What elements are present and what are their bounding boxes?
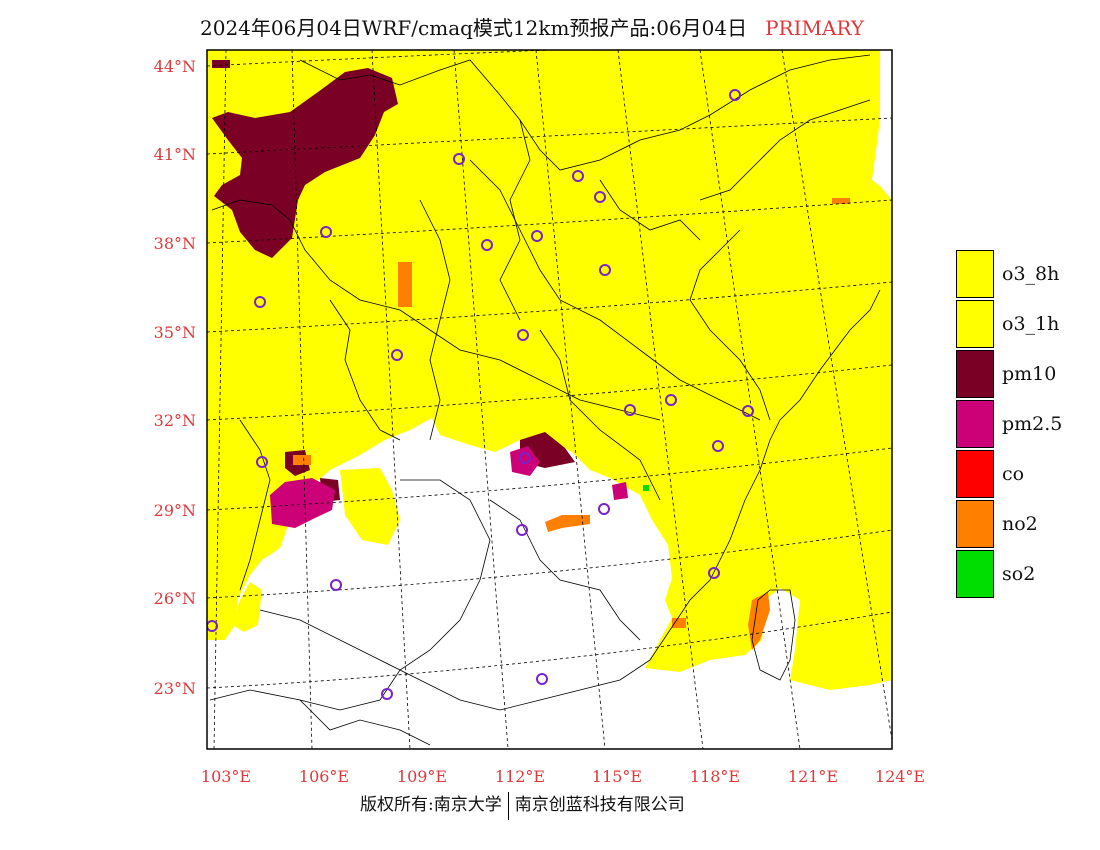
longitude-gridlines [213,50,892,749]
o3-patch [340,468,400,545]
lon-label: 115°E [592,767,642,786]
legend-label: o3_1h [1002,313,1060,335]
lat-label: 26°N [154,589,196,608]
legend-swatch [956,450,994,498]
legend-item: o3_8h [956,249,1096,299]
legend-item: pm2.5 [956,399,1096,449]
pm25-region-sichuan [270,478,335,528]
lat-label: 35°N [154,323,196,342]
no2-region [545,515,590,532]
o3-patch [232,582,262,632]
legend-label: no2 [1002,513,1038,535]
legend-swatch [956,550,994,598]
no2-region-taiwan [748,592,770,650]
map-frame [206,49,893,750]
no2-patch [398,262,412,307]
legend-swatch [956,500,994,548]
longitude-labels: 103°E 106°E 109°E 112°E 115°E 118°E 121°… [201,767,925,786]
latitude-labels: 44°N 41°N 38°N 35°N 32°N 29°N 26°N 23°N [154,57,196,698]
no2-patch [293,455,311,465]
lon-label: 106°E [299,767,349,786]
lon-label: 124°E [875,767,925,786]
so2-patch [643,485,649,491]
footer: 版权所有:南京大学 南京创蓝科技有限公司 [360,790,685,820]
legend-swatch [956,300,994,348]
map-title: 2024年06月04日WRF/cmaq模式12km预报产品:06月04日 PRIM… [200,12,864,41]
lat-label: 32°N [154,411,196,430]
copyright-text: 版权所有:南京大学 [360,795,502,815]
pm10-patch [212,60,230,68]
lat-label: 29°N [154,501,196,520]
legend-item: o3_1h [956,299,1096,349]
lat-label: 38°N [154,234,196,253]
lon-label: 109°E [397,767,447,786]
lat-label: 23°N [154,679,196,698]
legend-swatch [956,400,994,448]
title-text: 2024年06月04日WRF/cmaq模式12km预报产品:06月04日 [200,16,748,40]
lon-label: 103°E [201,767,251,786]
primary-tag: PRIMARY [765,16,865,40]
legend-swatch [956,250,994,298]
legend-item: so2 [956,549,1096,599]
lon-label: 121°E [788,767,838,786]
pm25-patch [612,482,628,500]
legend-item: co [956,449,1096,499]
no2-patch [672,618,686,628]
lon-label: 112°E [495,767,545,786]
legend-item: no2 [956,499,1096,549]
lat-label: 44°N [154,57,196,76]
legend-label: pm2.5 [1002,413,1063,435]
pm25-region-hubei [510,446,540,476]
legend-label: so2 [1002,563,1036,585]
legend-label: pm10 [1002,363,1057,385]
city-markers [207,89,754,700]
legend-swatch [956,350,994,398]
company-text: 南京创蓝科技有限公司 [514,795,685,815]
legend-item: pm10 [956,349,1096,399]
no-primary-pollutant-region [872,50,892,200]
pm10-region-north [212,68,398,258]
lon-label: 118°E [690,767,740,786]
legend-label: o3_8h [1002,263,1060,285]
no2-patch [832,198,850,204]
legend-label: co [1002,463,1025,485]
lat-label: 41°N [154,145,196,164]
footer-divider [507,791,509,820]
legend: o3_8h o3_1h pm10 pm2.5 co no2 so2 [956,249,1096,599]
